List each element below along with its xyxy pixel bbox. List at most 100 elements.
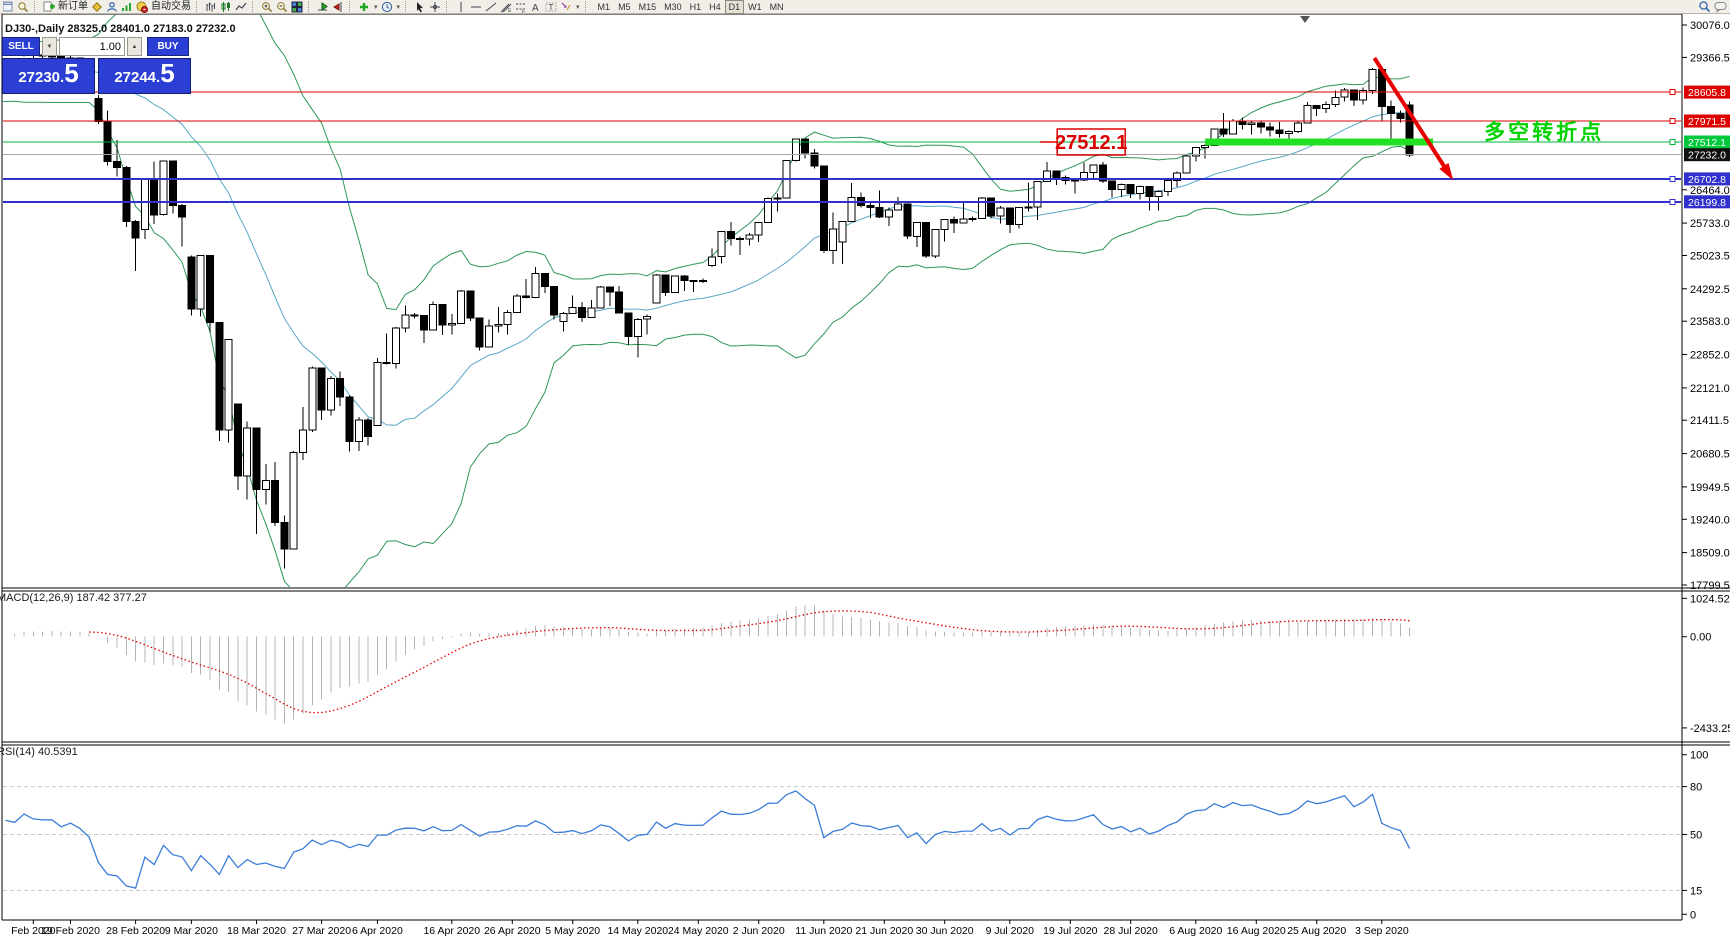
cursor-icon[interactable] xyxy=(414,1,426,13)
level-handle xyxy=(1669,198,1676,205)
auto-trading-label[interactable]: 自动交易 xyxy=(151,0,191,12)
date-tick: 3 Sep 2020 xyxy=(1355,925,1409,937)
new-order-label[interactable]: 新订单 xyxy=(58,0,88,12)
price-tick: 17799.5 xyxy=(1690,580,1730,592)
timeframe-button-h1[interactable]: H1 xyxy=(689,1,702,12)
market-watch-icon[interactable] xyxy=(17,1,29,13)
date-tick: 16 Aug 2020 xyxy=(1227,925,1286,937)
macd-tick: 1024.52 xyxy=(1690,593,1730,605)
new-order-icon[interactable] xyxy=(43,1,55,13)
profile-icon[interactable] xyxy=(106,1,118,13)
rsi-pane[interactable] xyxy=(3,786,1681,891)
rsi-tick: 100 xyxy=(1690,750,1708,762)
auto-scroll-icon[interactable] xyxy=(317,1,329,13)
price-tick: 22852.0 xyxy=(1690,350,1730,362)
timeframe-button-m5[interactable]: M5 xyxy=(618,1,631,12)
buy-price-button[interactable]: 27244. 5 xyxy=(98,58,191,94)
timeframe-button-w1[interactable]: W1 xyxy=(748,1,762,12)
vertical-line-tool-icon[interactable] xyxy=(455,1,467,13)
macd-tick: 0.00 xyxy=(1690,632,1711,644)
volume-increase-button[interactable]: ▲ xyxy=(127,37,142,56)
pane-frames xyxy=(1,13,1730,921)
line-chart-type-icon[interactable] xyxy=(235,1,247,13)
text-label-tool-icon[interactable]: T xyxy=(545,1,557,13)
date-tick: 25 Aug 2020 xyxy=(1287,925,1346,937)
channel-tool-icon[interactable]: E xyxy=(500,1,512,13)
price-badge: 27971.5 xyxy=(1688,116,1726,128)
history-center-icon[interactable] xyxy=(91,1,103,13)
indicators-add-icon[interactable] xyxy=(358,1,370,13)
candlestick-type-icon[interactable] xyxy=(220,1,232,13)
text-tool-icon[interactable]: A xyxy=(530,1,542,13)
zoom-out-icon[interactable] xyxy=(276,1,288,13)
volume-input[interactable] xyxy=(59,37,125,56)
timeframe-button-h4[interactable]: H4 xyxy=(709,1,721,12)
buy-price-main: 27244 xyxy=(114,69,157,86)
buy-button[interactable]: BUY xyxy=(147,37,189,56)
timeframe-button-m30[interactable]: M30 xyxy=(664,1,682,12)
support-highlight-bar[interactable] xyxy=(1205,138,1433,146)
candlesticks xyxy=(20,48,1414,569)
level-handle xyxy=(1669,89,1676,96)
auto-trading-icon[interactable] xyxy=(136,1,148,13)
trendline-tool-icon[interactable] xyxy=(485,1,497,13)
timeframe-bar: M1 M5 M15 M30 H1 H4 D1 W1 MN xyxy=(594,0,788,14)
macd-pane[interactable] xyxy=(14,604,1411,724)
timeframe-button-mn[interactable]: MN xyxy=(769,1,784,12)
price-tick: 26464.0 xyxy=(1690,185,1730,197)
bar-chart-type-icon[interactable] xyxy=(205,1,217,13)
date-tick: 18 Mar 2020 xyxy=(227,925,286,937)
arrows-caret-icon[interactable]: ▾ xyxy=(576,3,580,11)
price-tick: 19949.5 xyxy=(1690,482,1730,494)
date-tick: 19 Feb 2020 xyxy=(41,925,100,937)
level-handle xyxy=(1669,175,1676,182)
new-chart-window-icon[interactable] xyxy=(2,1,14,13)
macd-tick: -2433.25 xyxy=(1690,723,1730,735)
chart-shift-icon[interactable] xyxy=(332,1,344,13)
svg-text:27512.1: 27512.1 xyxy=(1055,132,1127,154)
arrows-tool-icon[interactable] xyxy=(560,1,572,13)
bollinger-lower-band xyxy=(3,100,1410,587)
date-tick: 6 Aug 2020 xyxy=(1169,925,1222,937)
timeframe-button-d1[interactable]: D1 xyxy=(724,0,745,14)
horizontal-line-tool-icon[interactable] xyxy=(470,1,482,13)
sell-price-button[interactable]: 27230. 5 xyxy=(2,58,95,94)
turning-point-text[interactable]: 多空转折点 xyxy=(1484,120,1604,144)
crosshair-icon[interactable] xyxy=(429,1,441,13)
price-annotation-label[interactable]: 27512.1 xyxy=(1040,128,1127,156)
indicators-caret-icon[interactable]: ▾ xyxy=(374,3,378,11)
price-axis[interactable]: 30076.0 29366.5 26464.0 25733.0 25023.5 24292… xyxy=(1682,20,1730,921)
price-tick: 24292.5 xyxy=(1690,284,1730,296)
toolbar-separator xyxy=(34,1,38,12)
price-tick: 19240.0 xyxy=(1690,514,1730,526)
rsi-tick: 0 xyxy=(1690,909,1696,921)
horizontal-level-lines[interactable] xyxy=(2,89,1682,205)
fibonacci-tool-icon[interactable]: F xyxy=(515,1,527,13)
sell-button[interactable]: SELL xyxy=(2,37,40,56)
bollinger-middle-band xyxy=(3,70,1410,426)
tile-windows-icon[interactable] xyxy=(291,1,303,13)
macd-histogram xyxy=(14,604,1411,724)
price-badge: 27232.0 xyxy=(1688,150,1726,162)
price-badge: 26702.8 xyxy=(1688,174,1726,186)
chat-icon[interactable] xyxy=(1714,1,1728,13)
main-price-pane[interactable]: 27512.1 多空转折点 xyxy=(0,0,1682,601)
volume-decrease-button[interactable]: ▼ xyxy=(42,37,57,56)
search-icon[interactable] xyxy=(1698,1,1711,13)
signal-icon[interactable] xyxy=(121,1,133,13)
toolbar-separator xyxy=(446,1,450,12)
periods-caret-icon[interactable]: ▾ xyxy=(396,3,401,11)
price-tick: 22121.0 xyxy=(1690,383,1730,395)
periods-clock-icon[interactable] xyxy=(381,1,393,13)
date-tick: Feb 2020 xyxy=(11,925,56,937)
rsi-tick: 80 xyxy=(1690,782,1702,794)
zoom-in-icon[interactable] xyxy=(261,1,273,13)
date-tick: 28 Jul 2020 xyxy=(1104,925,1158,937)
timeframe-button-m1[interactable]: M1 xyxy=(597,1,611,12)
one-click-trading-panel: SELL ▼ ▲ BUY 27230.5 27244.5 xyxy=(2,37,194,94)
date-tick: 2 Jun 2020 xyxy=(733,925,785,937)
down-trend-arrow[interactable] xyxy=(1372,56,1454,181)
timeframe-button-m15[interactable]: M15 xyxy=(638,1,657,12)
